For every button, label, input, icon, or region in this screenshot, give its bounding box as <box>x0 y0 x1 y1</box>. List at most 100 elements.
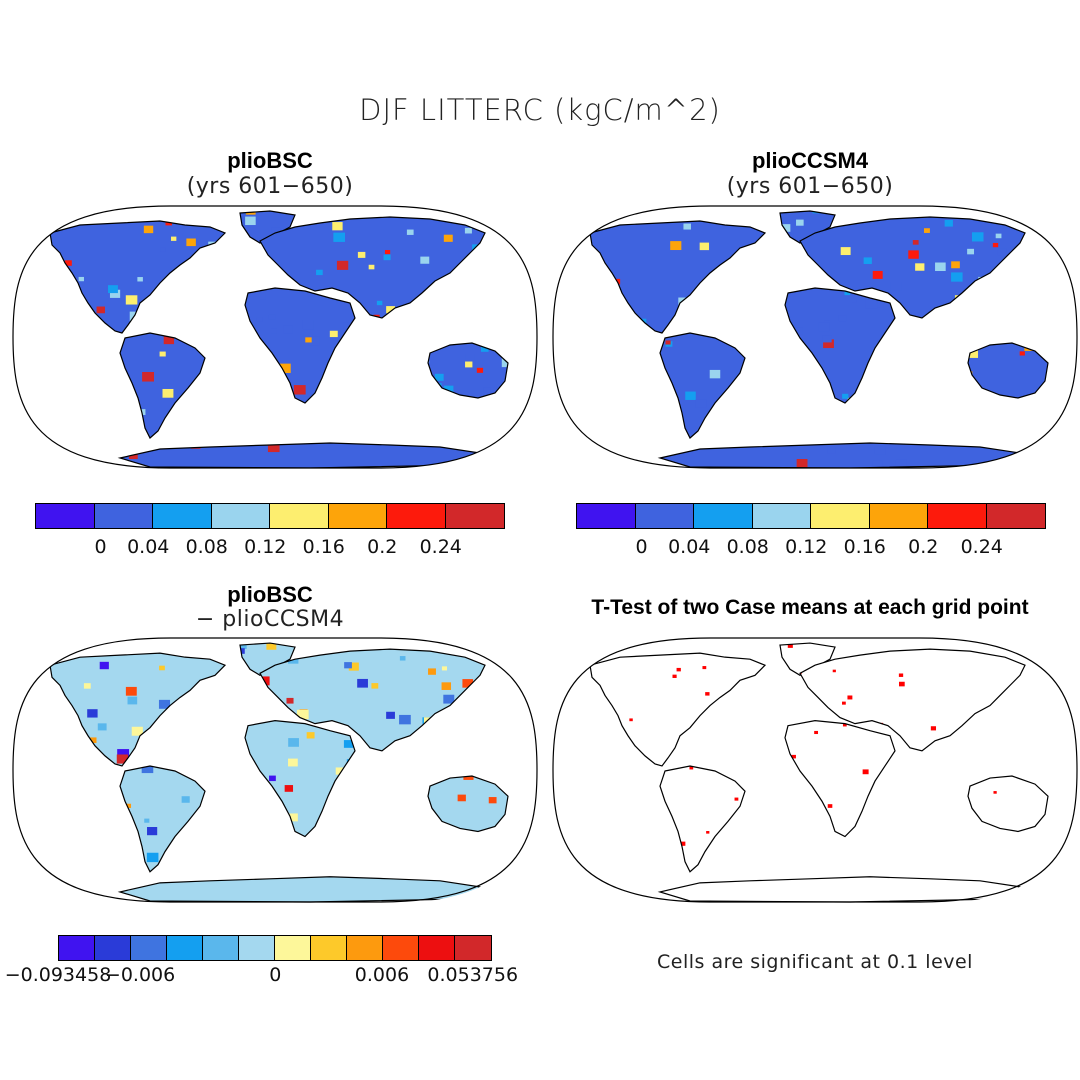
colorbar-tick-label: −0.093458 <box>4 964 112 986</box>
continent-greenland <box>780 643 835 676</box>
panel-1-title: plioBSC <box>227 148 313 173</box>
colorbar-tick-label: 0.04 <box>127 536 170 558</box>
colorbar-swatch <box>211 504 270 528</box>
colorbar-plioCCSM4-labels: 0 0.04 0.08 0.12 0.16 0.2 0.24 <box>576 536 1044 560</box>
continent-antarctica <box>660 876 1020 902</box>
map-plioBSC <box>12 205 538 469</box>
panel-2-title: plioCCSM4 <box>751 148 869 173</box>
coastline <box>589 220 767 334</box>
continent-africa <box>785 288 895 403</box>
colorbar-difference <box>58 935 492 961</box>
colorbar-tick-label: 0.12 <box>785 536 828 558</box>
coastline <box>244 287 356 404</box>
colorbar-swatch <box>346 936 383 960</box>
continent-southAmerica <box>120 765 205 872</box>
colorbar-swatch <box>94 936 131 960</box>
colorbar-tick-label: 0.08 <box>185 536 228 558</box>
coastline <box>967 775 1049 833</box>
coastline <box>119 765 206 873</box>
colorbar-tick-label: 0.2 <box>367 536 398 558</box>
panel-1-subtitle: (yrs 601−650) <box>186 174 354 199</box>
colorbar-plioBSC <box>35 503 505 529</box>
continent-antarctica <box>660 443 1020 468</box>
colorbar-swatch <box>59 936 95 960</box>
map-border <box>12 637 538 903</box>
coastline <box>244 720 356 838</box>
colorbar-swatch <box>869 504 928 528</box>
colorbar-swatch <box>166 936 203 960</box>
coastline <box>659 765 746 873</box>
panel-3-subtitle: − plioCCSM4 <box>195 607 345 632</box>
continent-eurasia <box>800 649 1025 751</box>
colorbar-swatch <box>928 504 987 528</box>
colorbar-swatch <box>382 936 419 960</box>
colorbar-swatch <box>445 504 504 528</box>
coastline <box>784 287 896 404</box>
map-border <box>12 205 538 469</box>
coastline <box>49 652 227 767</box>
colorbar-tick-label: 0.12 <box>244 536 287 558</box>
colorbar-tick-label: 0.2 <box>908 536 939 558</box>
figure-title: DJF LITTERC (kgC/m^2) <box>359 93 721 127</box>
colorbar-tick-label: 0.24 <box>419 536 462 558</box>
coastline <box>119 332 206 439</box>
panel-2-subtitle: (yrs 601−650) <box>726 174 894 199</box>
colorbar-swatch <box>418 936 455 960</box>
coastline <box>784 720 896 838</box>
colorbar-swatch <box>752 504 811 528</box>
colorbar-plioCCSM4 <box>576 503 1046 529</box>
colorbar-tick-label: 0.006 <box>354 964 410 986</box>
coastline <box>659 332 746 439</box>
coastline <box>427 342 509 399</box>
coastline <box>259 648 486 752</box>
colorbar-swatch <box>94 504 153 528</box>
coastline <box>589 652 767 767</box>
continent-northAmerica <box>50 221 225 333</box>
continent-greenland <box>780 211 835 243</box>
colorbar-tick-label: 0.16 <box>302 536 345 558</box>
colorbar-swatch <box>577 504 636 528</box>
colorbar-swatch <box>635 504 694 528</box>
colorbar-swatch <box>454 936 491 960</box>
continent-antarctica <box>120 443 480 468</box>
colorbar-tick-label: 0.04 <box>668 536 711 558</box>
continent-southAmerica <box>660 765 745 872</box>
colorbar-swatch <box>387 504 446 528</box>
continent-australia <box>428 343 508 398</box>
colorbar-tick-label: 0.16 <box>843 536 886 558</box>
continent-antarctica <box>120 876 480 902</box>
colorbar-tick-label: 0 <box>635 536 648 558</box>
continent-africa <box>245 720 355 837</box>
colorbar-swatch <box>202 936 239 960</box>
coastline <box>967 342 1049 399</box>
map-difference <box>12 637 538 903</box>
continent-northAmerica <box>590 653 765 766</box>
continent-africa <box>785 720 895 837</box>
panel-4-title: T-Test of two Case means at each grid po… <box>591 596 1029 619</box>
colorbar-swatch <box>274 936 311 960</box>
colorbar-tick-label: −0.006 <box>104 964 176 986</box>
colorbar-tick-label: 0.24 <box>960 536 1003 558</box>
colorbar-swatch <box>310 936 347 960</box>
significance-note: Cells are significant at 0.1 level <box>657 951 973 973</box>
colorbar-tick-label: 0.08 <box>726 536 769 558</box>
coastline <box>259 216 486 319</box>
continent-greenland <box>240 643 295 676</box>
map-border <box>552 637 1078 903</box>
continent-australia <box>428 776 508 832</box>
colorbar-swatch <box>153 504 212 528</box>
map-ttest <box>552 637 1078 903</box>
coastline <box>49 220 227 334</box>
colorbar-swatch <box>328 504 387 528</box>
colorbar-swatch <box>36 504 95 528</box>
panel-3-title: plioBSC <box>227 582 313 607</box>
map-plioCCSM4 <box>552 205 1078 469</box>
continent-southAmerica <box>660 333 745 438</box>
continent-australia <box>968 776 1048 832</box>
colorbar-tick-label: 0.053756 <box>427 964 519 986</box>
colorbar-swatch <box>986 504 1045 528</box>
colorbar-swatch <box>270 504 329 528</box>
colorbar-tick-label: 0 <box>94 536 107 558</box>
coastline <box>799 216 1026 319</box>
coastline <box>427 775 509 833</box>
